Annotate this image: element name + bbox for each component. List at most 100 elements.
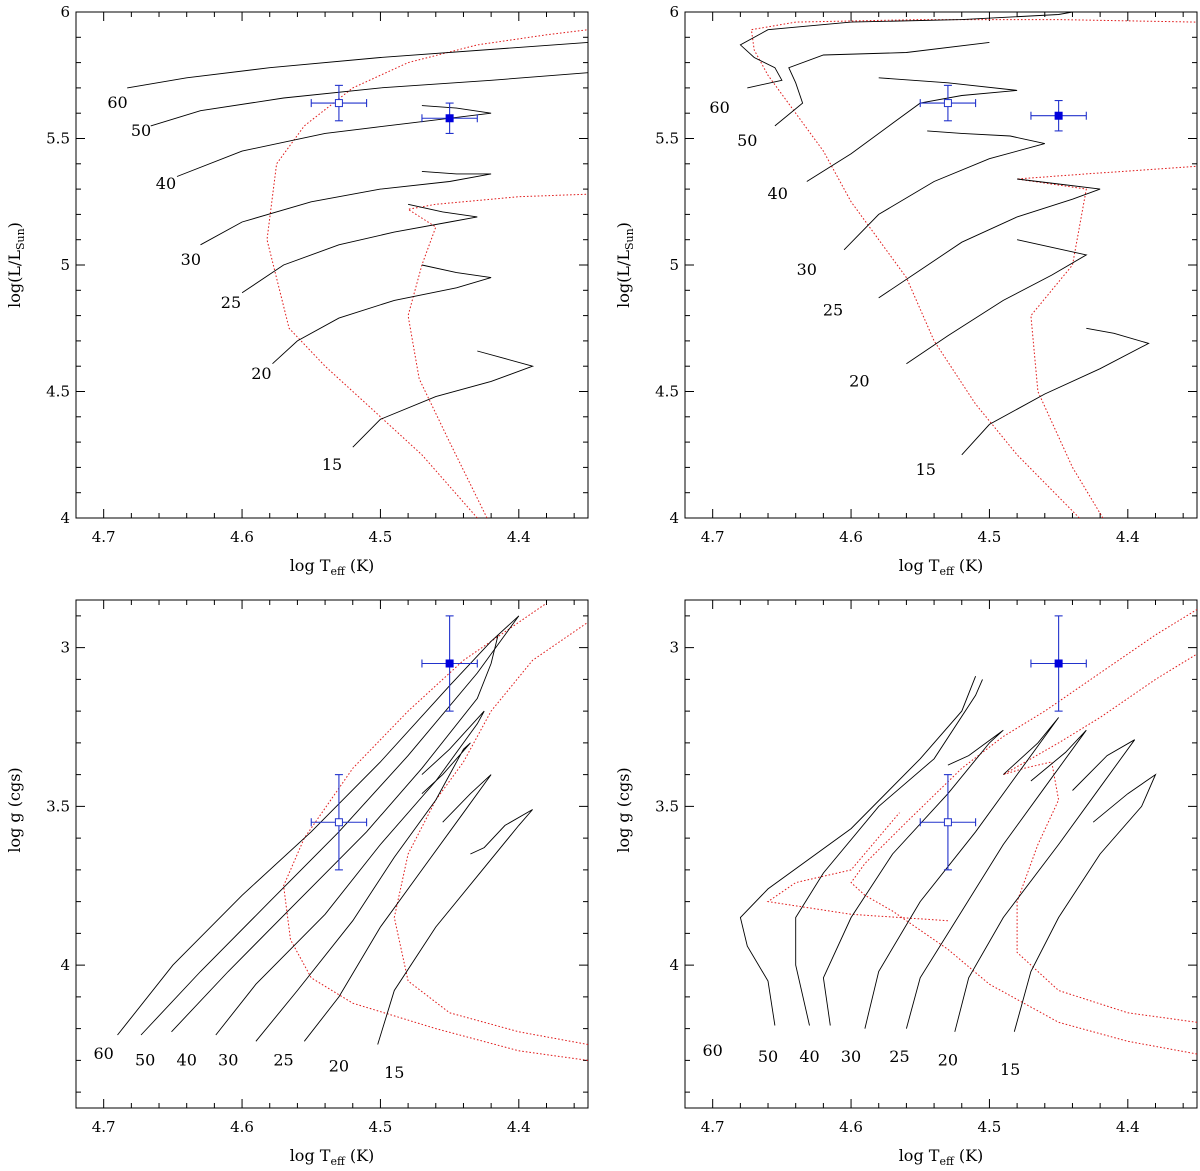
x-tick-label: 4.6 (230, 528, 254, 546)
track-25 (905, 729, 1087, 1029)
panel-hr-left: 4.7 4.6 4.5 4.4 4 4.5 5 5.5 6 log Teff (K) log(L/L… (5, 3, 589, 578)
y-tick-label: 3 (669, 639, 679, 657)
track-40 (176, 105, 492, 177)
y-axis-label: log(L/LSun) (5, 222, 27, 308)
track-40 (806, 77, 1018, 182)
mass-label-40: 40 (177, 1050, 197, 1069)
track-40 (171, 634, 499, 1033)
star-point-filled (1054, 111, 1063, 120)
x-tick-label: 4.5 (978, 528, 1002, 546)
y-tick-label: 5 (669, 256, 679, 274)
x-tick-label: 4.7 (701, 528, 725, 546)
mass-label-25: 25 (823, 301, 843, 320)
x-tick-label: 4.6 (230, 1118, 254, 1136)
x-tick-label: 4.4 (1116, 528, 1140, 546)
mass-label-60: 60 (93, 1044, 113, 1063)
x-axis-label: log Teff (K) (290, 1146, 375, 1168)
isochrone-line (850, 609, 1197, 1055)
track-50 (795, 679, 983, 1026)
track-60 (739, 12, 1073, 89)
isochrone-line (393, 621, 588, 1045)
track-30 (843, 130, 1045, 251)
x-tick-label: 4.6 (839, 1118, 863, 1136)
y-tick-label: 4 (60, 509, 70, 527)
y-tick-label: 4 (60, 956, 70, 974)
mass-label-50: 50 (758, 1047, 778, 1066)
y-tick-label: 5 (60, 256, 70, 274)
isochrone-line (266, 29, 588, 518)
track-40 (822, 729, 1004, 1026)
track-60 (739, 676, 977, 1026)
mass-label-20: 20 (251, 364, 271, 383)
isochrone-line (283, 602, 588, 1061)
x-axis-label: log Teff (K) (899, 1146, 984, 1168)
track-30 (200, 170, 492, 246)
track-20 (272, 264, 492, 365)
track-20 (303, 774, 492, 1042)
track-25 (255, 742, 471, 1042)
y-tick-label: 4 (669, 956, 679, 974)
track-60 (127, 41, 588, 89)
panel-hr-right: 4.7 4.6 4.5 4.4 4 4.5 5 5.5 6 log Teff (K) log(L/L… (614, 3, 1198, 578)
star-point-open (334, 818, 343, 827)
isochrone-line (750, 19, 1197, 518)
y-tick-label: 4.5 (46, 383, 70, 401)
mass-label-30: 30 (797, 260, 817, 279)
plot-frame (75, 599, 589, 1109)
mass-label-40: 40 (799, 1047, 819, 1066)
track-50 (140, 615, 520, 1036)
y-tick-label: 4 (669, 509, 679, 527)
mass-label-20: 20 (938, 1050, 958, 1069)
y-axis-label: log g (cgs) (5, 767, 24, 852)
star-point-open (943, 99, 952, 108)
x-tick-label: 4.5 (978, 1118, 1002, 1136)
x-tick-label: 4.4 (507, 528, 531, 546)
mass-label-15: 15 (1000, 1060, 1020, 1079)
isochrone-line (1003, 653, 1197, 1023)
y-tick-label: 4.5 (655, 383, 679, 401)
y-tick-label: 3 (60, 639, 70, 657)
mass-label-25: 25 (273, 1050, 293, 1069)
mass-label-60: 60 (107, 93, 127, 112)
track-15 (961, 327, 1150, 456)
track-60 (117, 615, 520, 1036)
mass-label-15: 15 (322, 455, 342, 474)
panel-kiel-right: 4.7 4.6 4.5 4.4 3 3.5 4 log Teff (K) log g (cgs)… (614, 599, 1198, 1168)
mass-label-30: 30 (218, 1050, 238, 1069)
mass-label-50: 50 (131, 121, 151, 140)
x-tick-label: 4.5 (369, 1118, 393, 1136)
x-tick-label: 4.4 (1116, 1118, 1140, 1136)
star-point-filled (1054, 659, 1063, 668)
y-tick-label: 6 (669, 3, 679, 21)
mass-label-25: 25 (889, 1047, 909, 1066)
mass-label-20: 20 (329, 1057, 349, 1076)
y-axis-label: log(L/LSun) (614, 222, 636, 308)
mass-label-50: 50 (737, 131, 757, 150)
track-15 (1013, 773, 1157, 1032)
y-tick-label: 5.5 (655, 130, 679, 148)
mass-label-60: 60 (709, 98, 729, 117)
track-15 (377, 809, 533, 1045)
track-30 (215, 710, 485, 1036)
isochrone-line (406, 193, 588, 518)
mass-label-50: 50 (135, 1050, 155, 1069)
y-tick-label: 3.5 (46, 797, 70, 815)
mass-label-40: 40 (768, 184, 788, 203)
plot-frame (684, 599, 1198, 1109)
mass-label-60: 60 (702, 1041, 722, 1060)
star-point-open (943, 818, 952, 827)
plot-frame (75, 11, 589, 519)
star-point-filled (445, 114, 454, 123)
plot-frame (684, 11, 1198, 519)
x-axis-label: log Teff (K) (899, 556, 984, 578)
track-20 (954, 739, 1136, 1032)
mass-label-25: 25 (221, 293, 241, 312)
star-point-open (334, 99, 343, 108)
x-tick-label: 4.6 (839, 528, 863, 546)
panel-kiel-left: 4.7 4.6 4.5 4.4 3 3.5 4 log Teff (K) log g (cgs)… (5, 599, 589, 1168)
x-tick-label: 4.5 (369, 528, 393, 546)
x-tick-label: 4.4 (507, 1118, 531, 1136)
track-30 (864, 717, 1059, 1029)
mass-label-30: 30 (181, 250, 201, 269)
x-tick-label: 4.7 (701, 1118, 725, 1136)
